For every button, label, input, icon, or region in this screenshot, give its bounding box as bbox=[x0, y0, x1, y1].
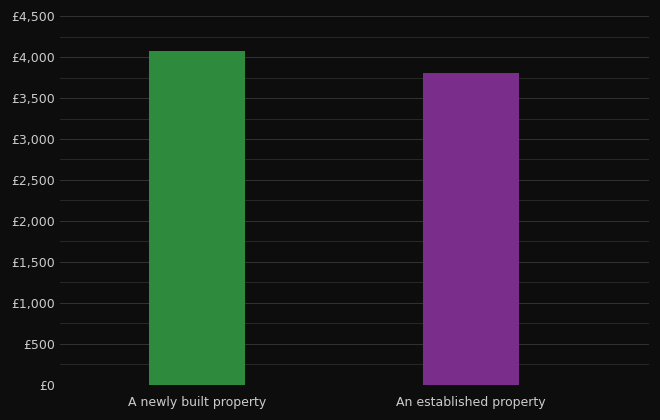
Bar bbox=[148, 51, 245, 385]
Bar bbox=[423, 74, 519, 385]
